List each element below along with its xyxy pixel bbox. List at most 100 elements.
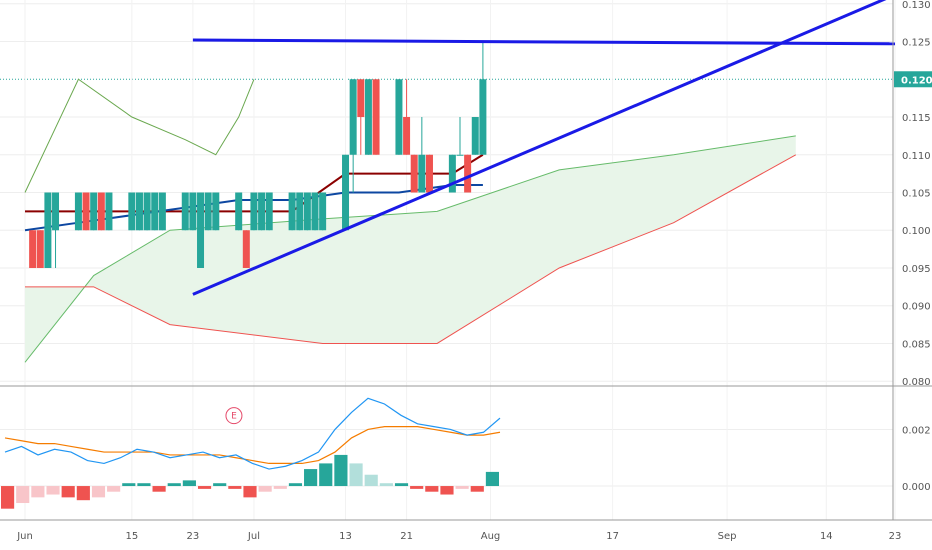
conversion-line: [24, 183, 483, 232]
candle-body: [471, 117, 479, 155]
candle-body: [372, 79, 380, 155]
macd-histogram-bar: [334, 454, 348, 487]
macd-line: [4, 397, 501, 470]
candle-body: [143, 192, 151, 231]
candle-body: [311, 192, 319, 231]
time-tick-label: 23: [187, 531, 200, 542]
time-tick-label: Jul: [247, 531, 260, 542]
candle-body: [342, 154, 350, 231]
macd-histogram-bar: [1, 486, 15, 509]
candle-body: [44, 192, 52, 268]
macd-histogram-bar: [470, 486, 484, 492]
candle-body: [242, 230, 250, 268]
candle-body: [235, 192, 243, 231]
candle-body: [197, 192, 205, 268]
candle-body: [303, 192, 311, 231]
macd-histogram-bar: [122, 483, 136, 487]
candle-body: [135, 192, 143, 231]
macd-histogram-bar: [213, 483, 227, 487]
earnings-marker[interactable]: [225, 407, 243, 425]
macd-histogram-bar: [273, 486, 287, 489]
candles: [29, 41, 487, 268]
macd-histogram-bar: [440, 486, 454, 495]
macd-histogram-bar: [288, 483, 303, 487]
candle-body: [479, 79, 487, 155]
candle-body: [288, 192, 296, 231]
price-tick-label: 0.105: [902, 189, 931, 200]
macd-histogram-bar: [394, 483, 409, 487]
macd-histogram-bar: [425, 486, 439, 492]
candle-body: [36, 230, 44, 268]
macd-histogram-bar: [91, 486, 106, 498]
time-tick-label: 15: [125, 531, 138, 542]
time-tick-label: 23: [889, 531, 902, 542]
macd-tick-label: 0.000: [902, 482, 931, 493]
macd-histogram-bar: [46, 486, 60, 495]
candle-body: [250, 192, 258, 231]
macd-histogram-bar: [76, 486, 90, 501]
macd-histogram-bar: [197, 486, 212, 489]
candle-body: [296, 192, 304, 231]
macd-histogram-bar: [258, 486, 272, 492]
candle-body: [204, 192, 212, 231]
price-tick-label: 0.130: [902, 0, 931, 11]
ichimoku-cloud: [24, 135, 797, 363]
candle-body: [29, 230, 37, 268]
candle-body: [181, 192, 189, 231]
price-tick-label: 0.095: [902, 264, 931, 275]
price-tick-label: 0.080: [902, 377, 931, 388]
macd-histogram-bar: [410, 486, 424, 489]
candle-body: [258, 192, 266, 231]
macd-histogram-bar: [228, 486, 242, 489]
candle-body: [212, 192, 220, 231]
macd-tick-label: 0.002: [902, 425, 931, 436]
last-price-tag: [894, 71, 932, 88]
candle-body: [74, 192, 82, 231]
candle-body: [425, 154, 433, 193]
candle-body: [265, 192, 273, 231]
macd-histogram-bar: [349, 463, 363, 487]
price-tick-label: 0.100: [902, 226, 931, 237]
macd-histogram-bar: [152, 486, 166, 492]
macd-histogram-bar: [182, 480, 196, 487]
macd-histogram-bar: [485, 471, 499, 487]
lagging-span: [24, 78, 255, 193]
trendline-support[interactable]: [192, 0, 895, 296]
time-tick-label: 17: [606, 531, 619, 542]
candle-body: [395, 79, 403, 155]
macd-histogram-bar: [167, 483, 181, 487]
candle-body: [52, 192, 60, 231]
price-tick-label: 0.085: [902, 339, 931, 350]
macd-histogram-bar: [364, 474, 378, 487]
time-tick-label: 21: [400, 531, 413, 542]
macd-histogram-bar: [137, 483, 151, 487]
candle-body: [90, 192, 98, 231]
macd-histogram-bar: [243, 486, 257, 498]
macd-histogram-bar: [304, 469, 318, 487]
candle-body: [456, 154, 464, 156]
candle-body: [82, 192, 90, 231]
candle-body: [418, 154, 426, 193]
cloud-fill: [25, 135, 796, 363]
macd-histogram-bar: [61, 486, 75, 498]
earnings-marker-label: E: [231, 412, 237, 422]
last-price-tag-text: 0.120: [901, 75, 932, 86]
time-tick-label: 14: [820, 531, 833, 542]
price-tick-label: 0.090: [902, 302, 931, 313]
macd-histogram-bar: [107, 486, 121, 492]
candle-body: [189, 192, 197, 231]
trendlines[interactable]: [192, 0, 896, 296]
macd-histogram-bar: [16, 486, 30, 504]
macd-histogram-bar: [31, 486, 45, 498]
candle-body: [364, 79, 372, 155]
candle-body: [410, 154, 418, 193]
time-tick-label: Aug: [481, 531, 501, 542]
time-tick-label: Jun: [16, 531, 33, 542]
price-tick-label: 0.110: [902, 151, 931, 162]
candle-body: [464, 154, 472, 193]
candle-body: [128, 192, 136, 231]
candle-body: [403, 117, 411, 155]
indicator-lines: [24, 78, 484, 232]
